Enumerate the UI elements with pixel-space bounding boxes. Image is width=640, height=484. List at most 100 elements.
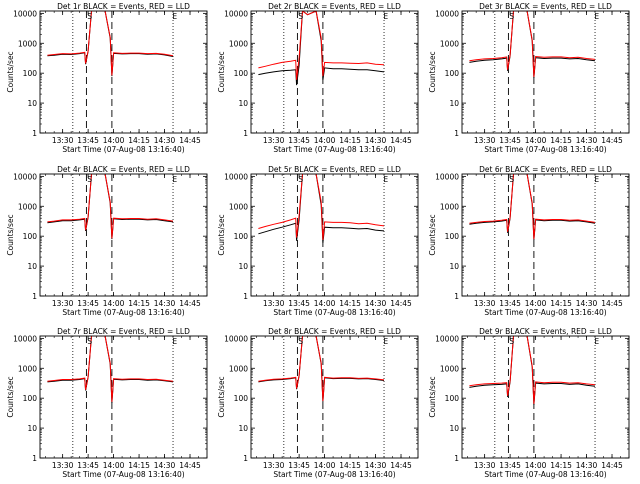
panel-frame: [250, 173, 419, 297]
y-tick-label: 1: [32, 292, 37, 301]
y-tick-label: 1: [243, 454, 248, 463]
x-tick-label: 14:30: [154, 299, 176, 308]
y-tick-label: 10000: [13, 172, 37, 181]
panel-title: Det 2r BLACK = Events, RED = LLD: [268, 2, 401, 11]
x-tick-label: 13:45: [499, 461, 521, 470]
y-tick-label: 10000: [435, 334, 459, 343]
chart-panel-3: Det 3r BLACK = Events, RED = LLD 1 10 100 10…: [428, 2, 630, 154]
x-axis-label: Start Time (07-Aug-08 13:16:40): [62, 308, 184, 317]
x-tick-label: 14:15: [128, 299, 150, 308]
y-tick-label: 10: [449, 424, 459, 433]
x-tick-label: 14:30: [365, 136, 387, 145]
series-line-lld: [469, 174, 596, 240]
x-tick-label: 13:45: [77, 136, 99, 145]
panel-plot-area: [258, 11, 385, 133]
y-tick-label: 1: [32, 129, 37, 138]
series-line-events: [47, 174, 174, 240]
y-axis-label: Counts/sec: [217, 214, 226, 255]
y-axis-label: Counts/sec: [6, 51, 15, 92]
x-tick-label: 14:15: [339, 299, 361, 308]
panel-frame: [250, 335, 419, 459]
panel-frame: [39, 335, 208, 459]
marker-label-s: S: [509, 337, 514, 346]
x-tick-label: 14:30: [576, 461, 598, 470]
x-tick-label: 14:00: [525, 299, 547, 308]
marker-label-e: E: [172, 175, 177, 184]
series-line-events: [47, 336, 174, 403]
x-tick-label: 14:15: [339, 461, 361, 470]
x-tick-label: 14:15: [128, 136, 150, 145]
x-tick-label: 14:30: [365, 461, 387, 470]
y-tick-label: 1: [454, 129, 459, 138]
marker-label-s: S: [298, 175, 303, 184]
x-tick-label: 13:30: [263, 299, 285, 308]
marker-label-s: S: [509, 12, 514, 21]
marker-label-s: S: [509, 175, 514, 184]
y-tick-label: 1000: [229, 39, 248, 48]
x-tick-label: 13:45: [288, 136, 310, 145]
marker-label-s: S: [298, 337, 303, 346]
y-axis-label: Counts/sec: [217, 376, 226, 417]
x-tick-label: 13:45: [499, 299, 521, 308]
y-tick-label: 100: [23, 394, 38, 403]
y-tick-label: 100: [234, 394, 249, 403]
y-tick-label: 10: [238, 262, 248, 271]
y-tick-label: 10000: [224, 9, 248, 18]
panel-plot-area: [47, 11, 174, 133]
x-tick-label: 14:45: [601, 299, 623, 308]
marker-label-e: E: [594, 12, 599, 21]
x-tick-label: 13:45: [77, 299, 99, 308]
x-axis-label: Start Time (07-Aug-08 13:16:40): [273, 308, 395, 317]
marker-label-e: E: [383, 337, 388, 346]
y-axis-label: Counts/sec: [6, 376, 15, 417]
x-tick-label: 14:00: [314, 299, 336, 308]
x-tick-label: 13:30: [52, 136, 74, 145]
x-tick-label: 14:30: [154, 461, 176, 470]
y-tick-label: 10000: [224, 334, 248, 343]
x-axis-label: Start Time (07-Aug-08 13:16:40): [62, 145, 184, 154]
y-tick-label: 1: [454, 292, 459, 301]
x-tick-label: 14:45: [179, 136, 201, 145]
chart-panel-4: Det 4r BLACK = Events, RED = LLD 1 10 100 10…: [6, 165, 208, 317]
chart-panel-7: Det 7r BLACK = Events, RED = LLD 1 10 100 10…: [6, 327, 208, 479]
y-tick-label: 100: [445, 394, 460, 403]
y-tick-label: 10000: [13, 334, 37, 343]
marker-label-e: E: [172, 337, 177, 346]
y-tick-label: 100: [445, 69, 460, 78]
y-tick-label: 1000: [440, 202, 459, 211]
marker-label-s: S: [87, 337, 92, 346]
x-tick-label: 13:30: [52, 299, 74, 308]
panel-plot-area: [47, 174, 174, 296]
y-tick-label: 1: [243, 292, 248, 301]
y-tick-label: 10: [27, 424, 37, 433]
marker-label-e: E: [594, 337, 599, 346]
x-axis-label: Start Time (07-Aug-08 13:16:40): [484, 308, 606, 317]
chart-panel-9: Det 9r BLACK = Events, RED = LLD 1 10 100 10…: [428, 327, 630, 479]
panel-plot-area: [469, 11, 596, 133]
chart-panel-1: Det 1r BLACK = Events, RED = LLD 1 10 100 10…: [6, 2, 208, 154]
y-axis-label: Counts/sec: [6, 214, 15, 255]
x-tick-label: 14:45: [390, 299, 412, 308]
y-tick-label: 100: [234, 69, 249, 78]
x-tick-label: 13:30: [474, 461, 496, 470]
marker-label-s: S: [87, 175, 92, 184]
x-tick-label: 14:15: [550, 299, 572, 308]
x-tick-label: 13:30: [474, 299, 496, 308]
y-tick-label: 1000: [229, 364, 248, 373]
chart-panel-6: Det 6r BLACK = Events, RED = LLD 1 10 100 10…: [428, 165, 630, 317]
y-tick-label: 1: [243, 129, 248, 138]
x-axis-label: Start Time (07-Aug-08 13:16:40): [484, 470, 606, 479]
series-line-events: [469, 174, 596, 240]
x-tick-label: 14:15: [128, 461, 150, 470]
x-tick-label: 14:45: [390, 136, 412, 145]
panel-frame: [250, 10, 419, 134]
y-tick-label: 10: [27, 262, 37, 271]
panel-frame: [461, 10, 630, 134]
x-tick-label: 14:00: [314, 461, 336, 470]
x-tick-label: 14:15: [550, 136, 572, 145]
series-line-events: [47, 11, 174, 77]
chart-panel-8: Det 8r BLACK = Events, RED = LLD 1 10 100 10…: [217, 327, 419, 479]
y-tick-label: 1000: [440, 364, 459, 373]
y-tick-label: 100: [23, 69, 38, 78]
y-tick-label: 1: [32, 454, 37, 463]
